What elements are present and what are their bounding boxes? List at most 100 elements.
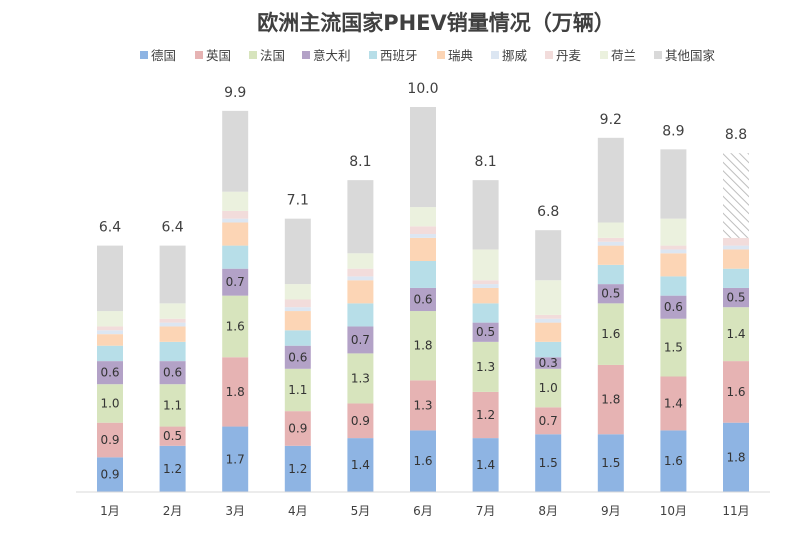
legend-label-8: 荷兰 (611, 48, 636, 63)
bar-segment-6-5 (472, 287, 499, 304)
bar-segment-4-9 (347, 180, 374, 254)
bar-segment-9-6 (660, 249, 687, 254)
segment-label-4-3: 0.7 (351, 333, 370, 347)
bar-segment-6-8 (472, 249, 499, 281)
bar-segment-1-9 (159, 245, 186, 304)
bar-segment-0-1 (97, 422, 123, 458)
bar-segment-4-0 (347, 438, 374, 492)
segment-label-1-0: 1.2 (163, 462, 182, 476)
x-axis-ticks: 1月 2月 3月 4月 5月 6月 7月 8月 9月 10月 11月 (100, 504, 749, 518)
segment-label-7-1: 0.7 (539, 414, 558, 428)
segment-label-8-3: 0.5 (601, 287, 620, 301)
segment-label-6-1: 1.2 (476, 408, 495, 422)
bar-segment-4-8 (347, 253, 374, 269)
bar-segment-1-2 (159, 384, 186, 427)
bar-segment-4-3 (347, 326, 374, 354)
bar-segment-2-6 (222, 218, 249, 223)
bar-segment-2-4 (222, 245, 249, 269)
segment-label-9-2: 1.5 (664, 341, 683, 355)
legend-swatch-9 (654, 51, 662, 59)
segment-label-7-0: 1.5 (539, 456, 558, 470)
x-tick-label-3: 4月 (288, 504, 308, 518)
segment-label-3-2: 1.1 (288, 383, 307, 397)
segment-label-10-3: 0.5 (726, 291, 745, 305)
bar-segment-7-1 (535, 407, 562, 435)
x-tick-label-9: 10月 (660, 504, 687, 518)
bar-segment-4-6 (347, 276, 374, 281)
bar-segment-10-9 (723, 153, 749, 238)
bar-segment-3-4 (284, 330, 311, 346)
legend-label-7: 丹麦 (556, 48, 582, 63)
legend-label-9: 其他国家 (665, 48, 716, 63)
segment-label-3-0: 1.2 (288, 462, 307, 476)
legend-swatch-7 (545, 51, 553, 59)
bar-segment-6-3 (472, 322, 499, 342)
segment-label-2-0: 1.7 (226, 452, 245, 466)
bar-segment-10-3 (723, 287, 749, 308)
legend-label-0: 德国 (151, 48, 176, 63)
bar-segment-7-5 (535, 322, 562, 342)
legend-label-6: 挪威 (502, 48, 528, 63)
segment-label-5-0: 1.6 (413, 454, 432, 468)
total-label-7: 6.8 (537, 204, 559, 220)
legend-swatch-0 (140, 51, 148, 59)
bar-segment-9-7 (660, 245, 687, 250)
bar-segment-2-3 (222, 268, 249, 296)
segment-label-4-1: 0.9 (351, 414, 370, 428)
bar-segment-1-1 (159, 426, 186, 446)
legend-label-1: 英国 (206, 48, 231, 63)
bar-segment-4-2 (347, 353, 374, 404)
segment-label-10-0: 1.8 (726, 450, 745, 464)
bar-segment-0-6 (97, 330, 123, 335)
bar-segment-0-8 (97, 311, 123, 327)
segment-label-0-1: 0.9 (100, 433, 119, 447)
bar-segment-1-8 (159, 303, 186, 319)
bar-segment-3-3 (284, 345, 311, 369)
legend-swatch-6 (491, 51, 499, 59)
segment-label-9-3: 0.6 (664, 300, 683, 314)
bar-segment-9-3 (660, 295, 687, 319)
bar-segment-8-0 (597, 434, 624, 492)
segment-label-4-0: 1.4 (351, 458, 370, 472)
bar-segment-3-8 (284, 284, 311, 300)
segment-label-9-0: 1.6 (664, 454, 683, 468)
legend-swatch-8 (600, 51, 608, 59)
total-label-10: 8.8 (725, 127, 747, 143)
segment-label-1-1: 0.5 (163, 429, 182, 443)
bar-segment-10-6 (723, 245, 749, 250)
segment-label-6-2: 1.3 (476, 360, 495, 374)
bar-segment-5-3 (410, 287, 436, 312)
bar-segment-8-9 (597, 137, 624, 223)
segment-label-2-3: 0.7 (226, 275, 245, 289)
segment-label-1-2: 1.1 (163, 398, 182, 412)
bar-segment-7-7 (535, 314, 562, 319)
total-label-4: 8.1 (349, 154, 371, 170)
bar-segment-7-3 (535, 357, 562, 369)
bar-segment-3-5 (284, 311, 311, 331)
legend-swatch-3 (302, 51, 310, 59)
bar-segment-5-2 (410, 311, 436, 381)
segment-label-6-0: 1.4 (476, 458, 495, 472)
total-label-0: 6.4 (99, 220, 121, 236)
bar-segment-0-7 (97, 326, 123, 331)
chart-title: 欧洲主流国家PHEV销量情况（万辆） (257, 11, 615, 35)
segment-label-0-2: 1.0 (100, 396, 119, 410)
x-tick-label-7: 8月 (538, 504, 558, 518)
bar-segment-6-1 (472, 391, 499, 439)
bar-segment-0-2 (97, 384, 123, 423)
x-tick-label-5: 6月 (413, 504, 433, 518)
segment-label-3-3: 0.6 (288, 350, 307, 364)
x-tick-label-8: 9月 (601, 504, 621, 518)
x-tick-label-1: 2月 (163, 504, 183, 518)
legend-swatch-5 (437, 51, 445, 59)
bar-segment-9-0 (660, 430, 687, 492)
bar-segment-4-4 (347, 303, 374, 327)
bars-group: 0.9 0.9 1.0 0.6 6.4 1.2 0.5 1.1 0.6 6.4 1.7 1.8 1.6 0… (97, 81, 749, 492)
bar-segment-1-6 (159, 322, 186, 327)
total-label-9: 8.9 (662, 123, 684, 139)
bar-segment-3-2 (284, 368, 311, 412)
bar-segment-2-9 (222, 110, 249, 192)
bar-segment-6-9 (472, 180, 499, 250)
segment-label-5-2: 1.8 (413, 339, 432, 353)
total-label-2: 9.9 (224, 85, 246, 101)
